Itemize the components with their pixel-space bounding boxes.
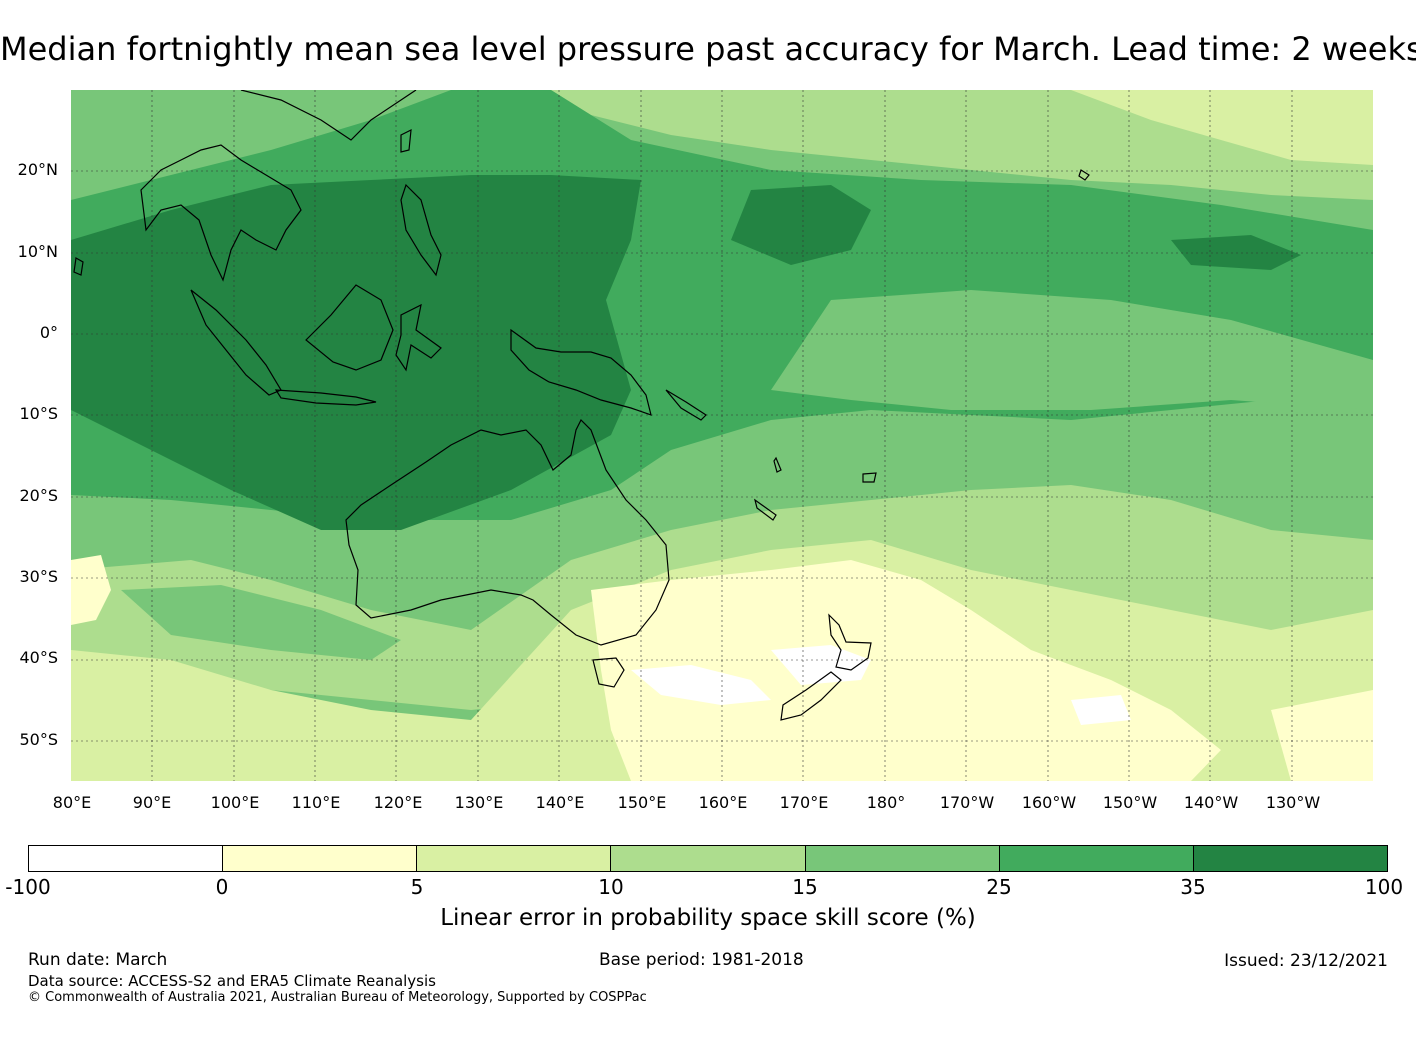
skill-region-35-100-north-pacific: [731, 185, 871, 265]
lon-label-150w: 150°W: [1102, 793, 1158, 812]
coast-fiji: [862, 472, 877, 483]
colorbar-label: Linear error in probability space skill …: [440, 905, 976, 931]
coast-new-caledonia: [754, 498, 777, 521]
lat-label-20s: 20°S: [19, 486, 58, 505]
lat-label-50s: 50°S: [19, 730, 58, 749]
colorbar-tick: 25: [986, 875, 1012, 899]
skill-region-negative-1: [631, 665, 771, 705]
skill-region-0-5-southwest: [71, 555, 111, 625]
lat-label-40s: 40°S: [19, 648, 58, 667]
lon-label-110e: 110°E: [291, 793, 341, 812]
coast-indochina: [140, 144, 302, 282]
lat-label-10s: 10°S: [19, 404, 58, 423]
colorbar-swatch-25-35: [999, 846, 1194, 871]
colorbar-swatch-15-25: [805, 846, 1000, 871]
lon-label-160w: 160°W: [1021, 793, 1077, 812]
colorbar-tick: 35: [1180, 875, 1206, 899]
skill-region-5-10-northeast: [1071, 90, 1373, 165]
colorbar-swatch-35-100: [1193, 846, 1387, 871]
coast-solomon-islands: [665, 389, 707, 421]
lon-label-140e: 140°E: [535, 793, 585, 812]
lon-label-160e: 160°E: [698, 793, 748, 812]
colorbar-tick: 5: [410, 875, 424, 899]
skill-region-15-25-equatorial-east: [771, 290, 1373, 410]
colorbar-tick: -100: [5, 875, 51, 899]
skill-region-negative-2: [771, 645, 871, 685]
base-period: Base period: 1981-2018: [599, 950, 804, 970]
colorbar-tick: 15: [792, 875, 818, 899]
lat-label-20n: 20°N: [17, 160, 58, 179]
skill-region-15-25-south: [121, 585, 401, 660]
coastlines: [73, 90, 1090, 721]
issued-date: Issued: 23/12/2021: [1224, 951, 1388, 971]
lon-label-130e: 130°E: [454, 793, 504, 812]
skill-region-negative-3: [1071, 695, 1131, 725]
colorbar-tick: 10: [598, 875, 624, 899]
lon-label-80e: 80°E: [52, 793, 92, 812]
coast-philippines: [400, 183, 442, 277]
lat-label-30s: 30°S: [19, 567, 58, 586]
colorbar-tick: 100: [1364, 875, 1404, 899]
coast-java: [274, 389, 377, 406]
colorbar-swatch-10-15: [611, 846, 806, 871]
lon-label-170e: 170°E: [779, 793, 829, 812]
coast-vanuatu: [773, 456, 782, 473]
lon-label-90e: 90°E: [132, 793, 172, 812]
lon-label-170w: 170°W: [939, 793, 995, 812]
colorbar-swatch-neg100-0: [29, 846, 224, 871]
coast-australia: [345, 418, 670, 646]
coast-sumatra: [190, 289, 282, 396]
lon-label-120e: 120°E: [373, 793, 423, 812]
coast-taiwan: [400, 128, 412, 153]
skill-region-35-100-northeast: [1171, 235, 1301, 270]
coast-sri-lanka: [73, 257, 84, 276]
copyright: © Commonwealth of Australia 2021, Austra…: [28, 990, 647, 1005]
coast-china: [240, 90, 417, 141]
lon-label-100e: 100°E: [210, 793, 260, 812]
lat-label-0: 0°: [39, 323, 58, 342]
skill-score-map: [71, 90, 1373, 781]
map-canvas: [71, 90, 1373, 781]
skill-region-0-5-southeast: [1271, 690, 1373, 781]
data-source: Data source: ACCESS-S2 and ERA5 Climate …: [28, 972, 436, 990]
coast-new-guinea: [510, 328, 652, 416]
coast-new-zealand-north: [828, 613, 872, 671]
lon-label-130w: 130°W: [1265, 793, 1321, 812]
coast-borneo: [305, 284, 394, 371]
coast-tasmania: [592, 657, 625, 688]
lon-label-150e: 150°E: [617, 793, 667, 812]
coast-sulawesi: [395, 303, 442, 372]
graticule: [71, 90, 1373, 781]
colorbar-tick: 0: [215, 875, 229, 899]
colorbar-swatch-0-5: [223, 846, 418, 871]
lon-label-180: 180°: [866, 793, 906, 812]
skill-region-35-100-maritime: [71, 175, 641, 530]
skill-region-0-5-tasman: [591, 560, 1221, 781]
colorbar: [28, 845, 1388, 872]
coast-new-zealand-south: [780, 671, 842, 721]
lat-label-10n: 10°N: [17, 242, 58, 261]
map-title: Median fortnightly mean sea level pressu…: [0, 30, 1416, 68]
lon-label-140w: 140°W: [1183, 793, 1239, 812]
run-date: Run date: March: [28, 950, 168, 970]
coast-hawaii: [1078, 169, 1090, 181]
colorbar-swatch-5-10: [417, 846, 612, 871]
